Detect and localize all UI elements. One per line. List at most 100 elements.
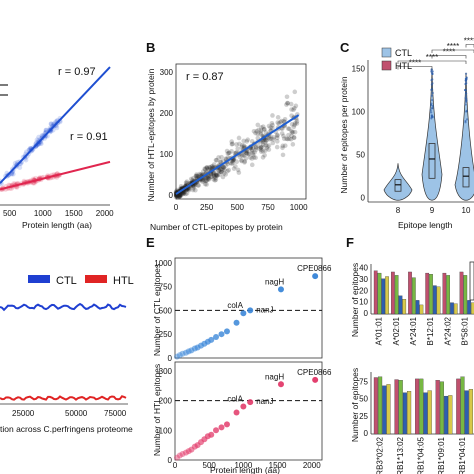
y-tick-label: 25 xyxy=(359,412,368,421)
scatter-point xyxy=(186,186,192,192)
ctl-point xyxy=(36,134,42,140)
outlier-point xyxy=(464,103,467,106)
scatter-point xyxy=(224,148,230,154)
bar xyxy=(419,378,424,435)
scatter-point xyxy=(190,178,195,183)
bar xyxy=(398,380,403,435)
scatter-point xyxy=(222,167,227,173)
scatter-point xyxy=(206,174,211,179)
r-label: r = 0.87 xyxy=(186,71,224,83)
scatter-point xyxy=(184,181,189,186)
scatter-point xyxy=(237,141,242,147)
scatter-point xyxy=(253,130,258,136)
scatter-point xyxy=(206,176,212,181)
scatter-point xyxy=(242,160,247,165)
scatter-point xyxy=(181,191,187,196)
scatter-point xyxy=(225,151,231,157)
x-tick-label: 1500 xyxy=(269,461,287,470)
violin-10 xyxy=(454,72,474,201)
scatter-point xyxy=(213,175,218,181)
bar xyxy=(446,275,451,315)
scatter-point xyxy=(289,128,294,134)
scatter-point xyxy=(249,147,255,153)
scatter-point xyxy=(291,124,297,130)
outlier-point xyxy=(464,82,467,85)
scatter-point xyxy=(289,130,295,135)
scatter-point xyxy=(177,194,182,199)
htl-r-label: r = 0.91 xyxy=(70,131,108,143)
point-label: colA xyxy=(227,395,243,404)
data-point xyxy=(240,403,247,410)
data-point xyxy=(174,353,181,360)
y-tick-label: 50 xyxy=(359,395,368,404)
data-point xyxy=(208,336,215,343)
scatter-point xyxy=(275,120,281,125)
scatter-point xyxy=(268,136,274,142)
violin-9 xyxy=(421,68,443,201)
scatter-point xyxy=(279,118,284,124)
box xyxy=(428,143,436,179)
ctl-line xyxy=(0,302,127,312)
ctl-point xyxy=(48,121,54,127)
scatter-point xyxy=(285,126,291,131)
bar xyxy=(377,272,382,315)
scatter-point xyxy=(285,136,290,142)
scatter-point xyxy=(288,136,294,142)
x-tick-label: 250 xyxy=(200,203,214,212)
htl-fit-line xyxy=(0,160,111,191)
scatter-point xyxy=(216,168,222,173)
scatter-point xyxy=(193,187,198,193)
scatter-point xyxy=(270,125,275,131)
scatter-point xyxy=(235,167,241,173)
legend-fragment xyxy=(469,261,474,301)
data-point xyxy=(233,409,240,416)
scatter-point xyxy=(251,128,257,134)
y-tick-label: 150 xyxy=(352,65,366,74)
scatter-point xyxy=(229,161,235,167)
bar xyxy=(394,379,399,435)
scatter-point xyxy=(256,127,261,133)
scatter-point xyxy=(214,173,220,179)
scatter-point xyxy=(234,159,240,165)
scatter-point xyxy=(212,178,218,183)
bar xyxy=(459,271,464,315)
scatter-point xyxy=(284,94,290,100)
scatter-point xyxy=(195,174,201,179)
x-axis-label: Epitope length xyxy=(398,220,453,230)
bar xyxy=(450,302,454,315)
scatter-point xyxy=(266,123,272,129)
scatter-point xyxy=(259,125,264,130)
scatter-point xyxy=(214,173,219,178)
scatter-point xyxy=(249,156,255,161)
data-point xyxy=(240,310,247,317)
outlier-point xyxy=(465,79,468,83)
scatter-point xyxy=(197,172,203,178)
scatter-point xyxy=(266,147,272,152)
scatter-point xyxy=(219,169,224,175)
x-tick-label: 750 xyxy=(261,203,275,212)
panel-label-e: E xyxy=(146,235,155,250)
scatter-point xyxy=(221,164,226,170)
outlier-point xyxy=(464,94,468,98)
scatter-point xyxy=(220,174,226,180)
scatter-point xyxy=(260,144,265,150)
panel-d: CTL HTL 25000 50000 75000 tion across C.pe… xyxy=(0,275,134,434)
scatter-point xyxy=(282,143,288,148)
outlier-point xyxy=(431,99,434,102)
legend-label-ctl: CTL xyxy=(56,275,77,287)
scatter-point xyxy=(268,125,273,130)
y-tick-label: 75 xyxy=(359,377,368,386)
data-point xyxy=(213,334,220,341)
scatter-point xyxy=(292,120,298,126)
y-tick-label: 0 xyxy=(168,456,173,465)
scatter-point xyxy=(270,140,276,146)
legend-label-ctl: CTL xyxy=(395,48,412,58)
scatter-point xyxy=(247,155,253,160)
x-tick-label: 1000 xyxy=(234,461,252,470)
scatter-point xyxy=(217,172,222,177)
panel-f: F A*01:01 A*02:01 A*24:01 B*12:01 A*24:02 B*5… xyxy=(346,235,474,474)
data-point xyxy=(247,307,254,314)
scatter-point xyxy=(204,182,209,187)
panel-b: B r = 0.87 0 250 500 750 1000 0 100 200 300 Num… xyxy=(146,40,308,232)
